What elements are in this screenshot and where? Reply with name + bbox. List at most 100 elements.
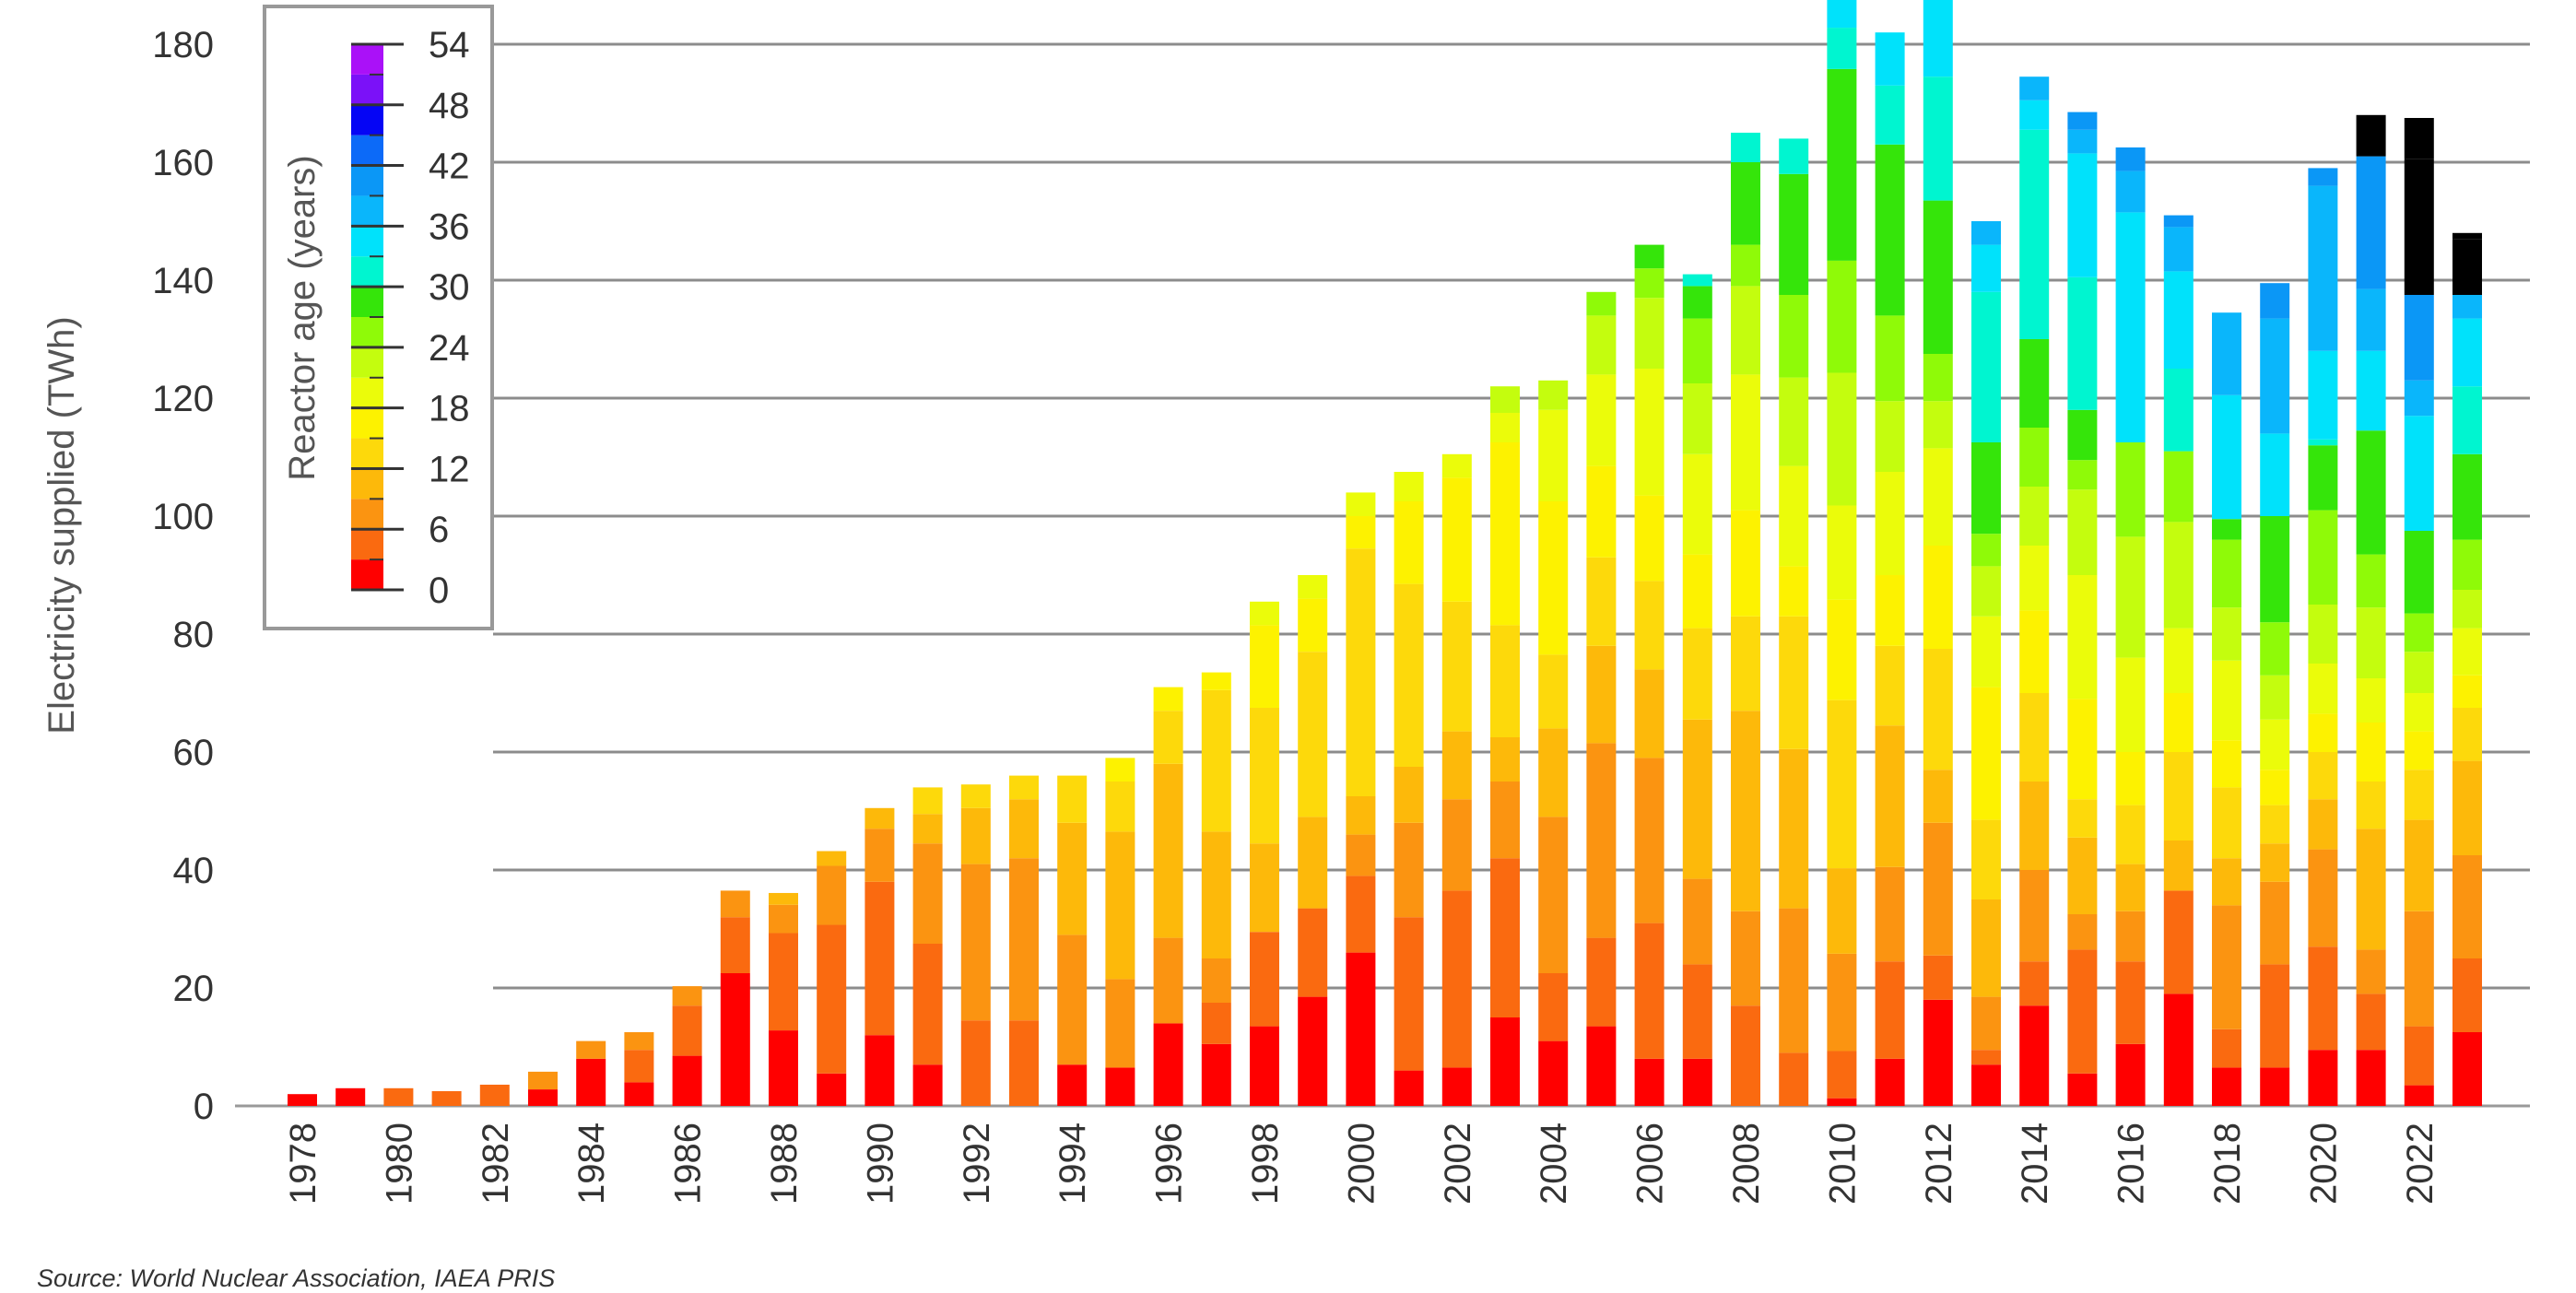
bar-segment-age-36-39 <box>2019 76 2050 100</box>
legend-tick-label: 6 <box>429 510 449 550</box>
bar-segment-age-undefined <box>2356 114 2386 157</box>
bar-segment-age-24-27 <box>2260 622 2290 676</box>
bar-segment-age-0-3 <box>2308 1050 2338 1106</box>
bar-segment-age-15-18 <box>2260 770 2290 805</box>
bar-segment-age-3-6 <box>865 881 895 1036</box>
bar-segment-age-9-12 <box>1105 831 1135 980</box>
bar-segment-age-18-21 <box>2212 660 2241 741</box>
bar-segment-age-21-24 <box>1779 377 1809 466</box>
legend-tick-label: 42 <box>429 147 470 187</box>
bar-segment-age-0-3 <box>672 1055 702 1106</box>
bar-segment-age-30-33 <box>1731 133 1760 162</box>
bar-segment-age-undefined <box>2452 239 2482 295</box>
bar-segment-age-6-9 <box>769 904 798 934</box>
bar-segment-age-0-3 <box>865 1035 895 1106</box>
bar-stack-1984 <box>576 1040 606 1106</box>
bar-segment-age-9-12 <box>1009 799 1039 859</box>
bar-segment-age-15-18 <box>1153 687 1183 711</box>
legend-swatch <box>351 377 383 408</box>
x-tick-label: 1994 <box>1053 1123 1093 1205</box>
bar-segment-age-9-12 <box>2308 799 2338 850</box>
bar-segment-age-18-21 <box>1875 472 1905 575</box>
bar-segment-age-6-9 <box>1731 911 1760 1006</box>
bar-segment-age-9-12 <box>1394 767 1424 823</box>
source-note: Source: World Nuclear Association, IAEA … <box>37 1264 556 1292</box>
bar-segment-age-24-27 <box>1634 268 1664 299</box>
x-tick-label: 2012 <box>1919 1123 1959 1205</box>
bar-segment-age-0-3 <box>528 1089 558 1106</box>
bar-stack-2012 <box>1923 0 1953 1106</box>
bar-segment-age-18-21 <box>2163 628 2194 693</box>
bar-segment-age-0-3 <box>817 1073 847 1106</box>
bar-stack-2005 <box>1586 291 1617 1106</box>
bar-segment-age-27-30 <box>1923 200 1953 354</box>
bar-segment-age-30-33 <box>2308 439 2338 446</box>
bar-segment-age-21-24 <box>2452 590 2482 629</box>
bar-segment-age-33-36 <box>2067 153 2098 277</box>
bar-segment-age-6-9 <box>2260 881 2290 965</box>
bar-segment-age-21-24 <box>1875 401 1905 472</box>
bar-segment-age-24-27 <box>1971 534 2001 567</box>
bar-stack-2009 <box>1779 138 1809 1106</box>
bar-segment-age-6-9 <box>1875 866 1905 962</box>
legend-swatch <box>351 529 383 560</box>
bar-segment-age-6-9 <box>817 865 847 925</box>
bar-segment-age-6-9 <box>1153 937 1183 1024</box>
bar-segment-age-12-15 <box>1394 583 1424 767</box>
bar-segment-age-3-6 <box>1394 917 1424 1071</box>
bar-segment-age-12-15 <box>2067 799 2098 838</box>
bar-segment-age-36-39 <box>2067 129 2098 154</box>
bar-segment-age-21-24 <box>1538 380 1569 410</box>
bar-segment-age-12-15 <box>912 787 943 815</box>
bar-segment-age-0-3 <box>2019 1005 2050 1106</box>
bar-segment-age-27-30 <box>1971 442 2001 535</box>
bar-segment-age-6-9 <box>1971 996 2001 1051</box>
bar-segment-age-6-9 <box>1057 934 1088 1065</box>
x-tick-label: 2008 <box>1726 1123 1767 1205</box>
bar-segment-age-15-18 <box>2115 752 2146 805</box>
legend-swatch <box>351 195 383 227</box>
bar-segment-age-0-3 <box>1682 1058 1712 1106</box>
bar-segment-age-18-21 <box>1538 409 1569 501</box>
bar-segment-age-33-36 <box>2019 100 2050 130</box>
legend-swatch <box>351 317 383 347</box>
bar-segment-age-0-3 <box>1634 1058 1664 1106</box>
bar-segment-age-24-27 <box>2115 442 2146 537</box>
bar-stack-2014 <box>2019 76 2050 1106</box>
bar-segment-age-18-21 <box>1298 575 1328 599</box>
bar-segment-age-3-6 <box>2019 961 2050 1006</box>
bar-segment-age-39-42 <box>2260 283 2290 319</box>
x-tick-label: 1986 <box>668 1123 709 1205</box>
bar-segment-age-0-3 <box>1538 1040 1569 1106</box>
bar-segment-age-30-33 <box>2452 386 2482 454</box>
legend-tick-label: 54 <box>429 25 470 65</box>
bar-segment-age-12-15 <box>1779 616 1809 749</box>
bar-segment-age-9-12 <box>865 807 895 829</box>
bar-stack-1982 <box>479 1084 510 1106</box>
bar-segment-age-27-30 <box>2452 453 2482 540</box>
x-tick-label: 1978 <box>283 1123 323 1205</box>
bar-segment-age-24-27 <box>2404 613 2434 652</box>
bar-segment-age-undefined <box>2404 159 2434 295</box>
bar-stack-1980 <box>383 1087 414 1106</box>
bar-segment-age-12-15 <box>2356 782 2386 829</box>
bar-segment-age-18-21 <box>2404 693 2434 732</box>
bar-segment-age-6-9 <box>624 1032 654 1051</box>
bar-segment-age-6-9 <box>2019 870 2050 962</box>
bar-segment-age-39-42 <box>2404 295 2434 381</box>
bar-segment-age-9-12 <box>1441 731 1472 800</box>
bar-segment-age-0-3 <box>2404 1085 2434 1106</box>
bar-segment-age-0-3 <box>2452 1032 2482 1106</box>
bar-segment-age-39-42 <box>2067 112 2098 130</box>
bar-segment-age-12-15 <box>1250 708 1279 844</box>
bar-segment-age-18-21 <box>2356 678 2386 723</box>
bar-stack-2018 <box>2212 312 2241 1106</box>
legend-title: Reactor age (years) <box>282 155 323 480</box>
bar-segment-age-24-27 <box>2212 539 2241 608</box>
x-tick-label: 2022 <box>2400 1123 2441 1205</box>
bar-segment-age-24-27 <box>1731 244 1760 287</box>
bar-stack-1993 <box>1009 775 1039 1106</box>
bar-segment-age-6-9 <box>2067 914 2098 950</box>
legend-swatch <box>351 407 383 439</box>
bar-segment-age-12-15 <box>2212 787 2241 859</box>
